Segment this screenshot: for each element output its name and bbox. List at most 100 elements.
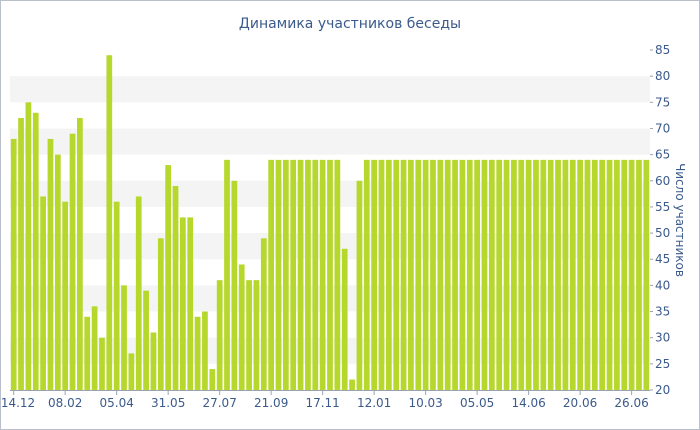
bar	[32, 112, 39, 391]
bar	[334, 159, 341, 390]
y-tick-label: 45	[655, 252, 670, 266]
y-axis-label: Число участников	[673, 163, 687, 277]
x-tick-label: 17.11	[305, 396, 339, 410]
bar	[290, 159, 297, 390]
bar	[503, 159, 510, 390]
y-tick-label: 55	[655, 200, 670, 214]
x-tick-label: 20.06	[563, 396, 597, 410]
bar	[408, 159, 414, 390]
bar	[143, 290, 149, 390]
bar	[488, 159, 495, 390]
bar	[106, 55, 113, 390]
y-tick-label: 80	[655, 69, 670, 83]
bar	[422, 159, 429, 390]
bar	[444, 159, 451, 390]
bar	[121, 285, 127, 390]
x-tick-label: 08.02	[48, 396, 82, 410]
bar	[135, 196, 142, 390]
bar	[253, 280, 260, 390]
bar	[113, 201, 120, 390]
bar	[356, 180, 363, 390]
x-tick-label: 05.05	[460, 396, 494, 410]
bar	[371, 159, 378, 390]
bar	[466, 159, 473, 390]
bar	[157, 238, 164, 390]
bar	[599, 159, 606, 390]
bar	[47, 138, 54, 390]
bars-group	[10, 55, 650, 391]
bar	[363, 159, 370, 390]
x-tick-label: 26.06	[614, 396, 648, 410]
bar	[209, 369, 216, 390]
bar	[452, 159, 458, 390]
bar	[349, 379, 355, 390]
bar	[562, 159, 569, 390]
x-tick-label: 10.03	[408, 396, 442, 410]
bar	[25, 102, 32, 390]
bar	[518, 159, 525, 390]
bar	[430, 159, 436, 390]
bar	[437, 159, 444, 390]
bar	[415, 159, 422, 390]
bar	[327, 159, 333, 390]
bar	[319, 159, 326, 390]
bar	[525, 159, 532, 390]
bar	[10, 138, 17, 390]
bar	[202, 311, 208, 390]
bar	[555, 159, 561, 390]
bar	[591, 159, 598, 390]
bar	[533, 159, 539, 390]
bar	[569, 159, 576, 390]
bar	[614, 159, 620, 390]
bar	[341, 248, 348, 390]
bar	[238, 264, 245, 390]
bar	[636, 159, 642, 390]
bar	[275, 159, 282, 390]
bar	[312, 159, 319, 390]
bar	[621, 159, 628, 390]
bar	[165, 165, 172, 390]
bar	[378, 159, 385, 390]
bar	[62, 201, 69, 390]
x-tick-label: 05.04	[99, 396, 133, 410]
bar	[54, 154, 61, 390]
bar	[584, 159, 591, 390]
y-tick-label: 40	[655, 278, 670, 292]
bar	[606, 159, 613, 390]
bar	[643, 159, 650, 390]
bar	[282, 159, 289, 390]
bar	[268, 159, 275, 390]
bar	[18, 118, 24, 390]
y-axis-ticks: 20 25 30 35 40 45 50 55 60 65 70 75 80 85	[650, 43, 670, 397]
grid-band	[10, 128, 650, 155]
bar	[150, 332, 157, 390]
y-tick-label: 20	[655, 383, 670, 397]
y-tick-label: 65	[655, 148, 670, 162]
bar	[393, 159, 400, 390]
bar	[84, 316, 91, 390]
x-tick-label: 14.12	[1, 396, 35, 410]
bar	[385, 159, 392, 390]
bar	[459, 159, 466, 390]
bar	[481, 159, 488, 390]
x-tick-label: 27.07	[202, 396, 236, 410]
bar	[496, 159, 503, 390]
bar	[577, 159, 583, 390]
bar	[628, 159, 635, 390]
bar	[400, 159, 407, 390]
y-tick-label: 35	[655, 305, 670, 319]
bar	[511, 159, 517, 390]
y-tick-label: 60	[655, 174, 670, 188]
x-tick-label: 31.05	[151, 396, 185, 410]
y-tick-label: 30	[655, 331, 670, 345]
bar	[180, 217, 186, 390]
y-tick-label: 85	[655, 43, 670, 57]
bar	[187, 217, 194, 390]
bar	[69, 133, 76, 390]
y-tick-label: 25	[655, 357, 670, 371]
bar	[305, 159, 311, 390]
bar	[128, 353, 135, 390]
bar	[216, 280, 223, 390]
bar	[77, 118, 83, 390]
